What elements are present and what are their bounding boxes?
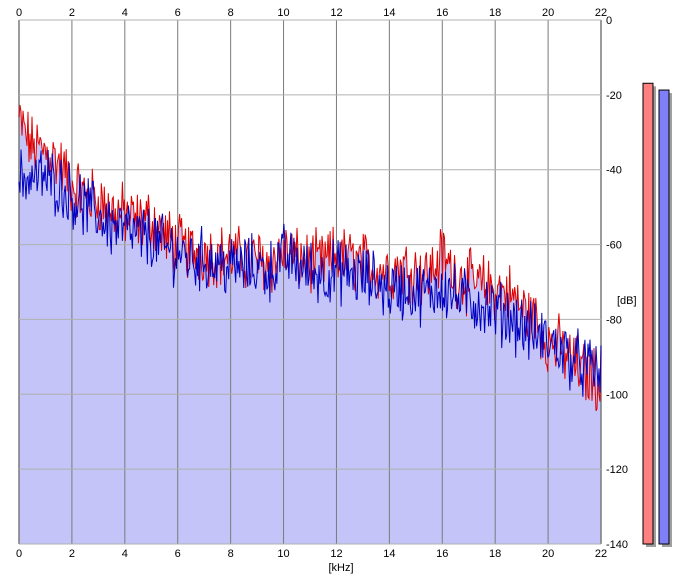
x-tick-label-top: 12 bbox=[330, 7, 342, 19]
y-tick-label: 0 bbox=[606, 15, 612, 27]
x-tick-label-top: 6 bbox=[175, 7, 181, 19]
x-tick-label-top: 10 bbox=[277, 7, 289, 19]
x-tick-label-top: 14 bbox=[383, 7, 395, 19]
series-line-1 bbox=[18, 149, 602, 397]
x-tick-label-bottom: 6 bbox=[175, 548, 181, 560]
level-meters bbox=[642, 82, 672, 547]
y-tick-label: -40 bbox=[606, 165, 622, 177]
tick-labels: 002244668810101212141416161818202022220-… bbox=[16, 7, 628, 560]
x-tick-label-bottom: 12 bbox=[330, 548, 342, 560]
x-tick-label-top: 4 bbox=[122, 7, 128, 19]
x-tick-label-bottom: 4 bbox=[122, 548, 128, 560]
x-tick-label-top: 0 bbox=[16, 7, 22, 19]
y-tick-label: -80 bbox=[606, 314, 622, 326]
x-tick-label-top: 22 bbox=[595, 7, 607, 19]
x-tick-label-bottom: 20 bbox=[542, 548, 554, 560]
x-tick-label-bottom: 18 bbox=[489, 548, 501, 560]
x-tick-label-top: 18 bbox=[489, 7, 501, 19]
y-tick-label: -100 bbox=[606, 389, 628, 401]
y-tick-label: -120 bbox=[606, 464, 628, 476]
x-tick-label-top: 20 bbox=[542, 7, 554, 19]
x-tick-label-bottom: 0 bbox=[16, 548, 22, 560]
x-tick-label-top: 8 bbox=[228, 7, 234, 19]
x-tick-label-bottom: 2 bbox=[69, 548, 75, 560]
x-tick-label-bottom: 8 bbox=[228, 548, 234, 560]
spectrum-fill-layer bbox=[19, 105, 601, 544]
x-axis-label: [kHz] bbox=[328, 562, 353, 574]
x-tick-label-bottom: 10 bbox=[277, 548, 289, 560]
level-meter-0 bbox=[642, 82, 654, 545]
series-layer bbox=[18, 104, 602, 412]
x-tick-label-bottom: 22 bbox=[595, 548, 607, 560]
x-tick-label-bottom: 14 bbox=[383, 548, 395, 560]
grid-layer bbox=[18, 19, 602, 545]
y-tick-label: -140 bbox=[606, 539, 628, 551]
x-tick-label-bottom: 16 bbox=[436, 548, 448, 560]
spectrum-area bbox=[19, 105, 601, 544]
y-tick-label: -60 bbox=[606, 240, 622, 252]
level-meter-1 bbox=[658, 89, 670, 545]
y-axis-label: [dB] bbox=[617, 295, 637, 307]
x-tick-label-top: 2 bbox=[69, 7, 75, 19]
x-tick-label-top: 16 bbox=[436, 7, 448, 19]
y-tick-label: -20 bbox=[606, 90, 622, 102]
